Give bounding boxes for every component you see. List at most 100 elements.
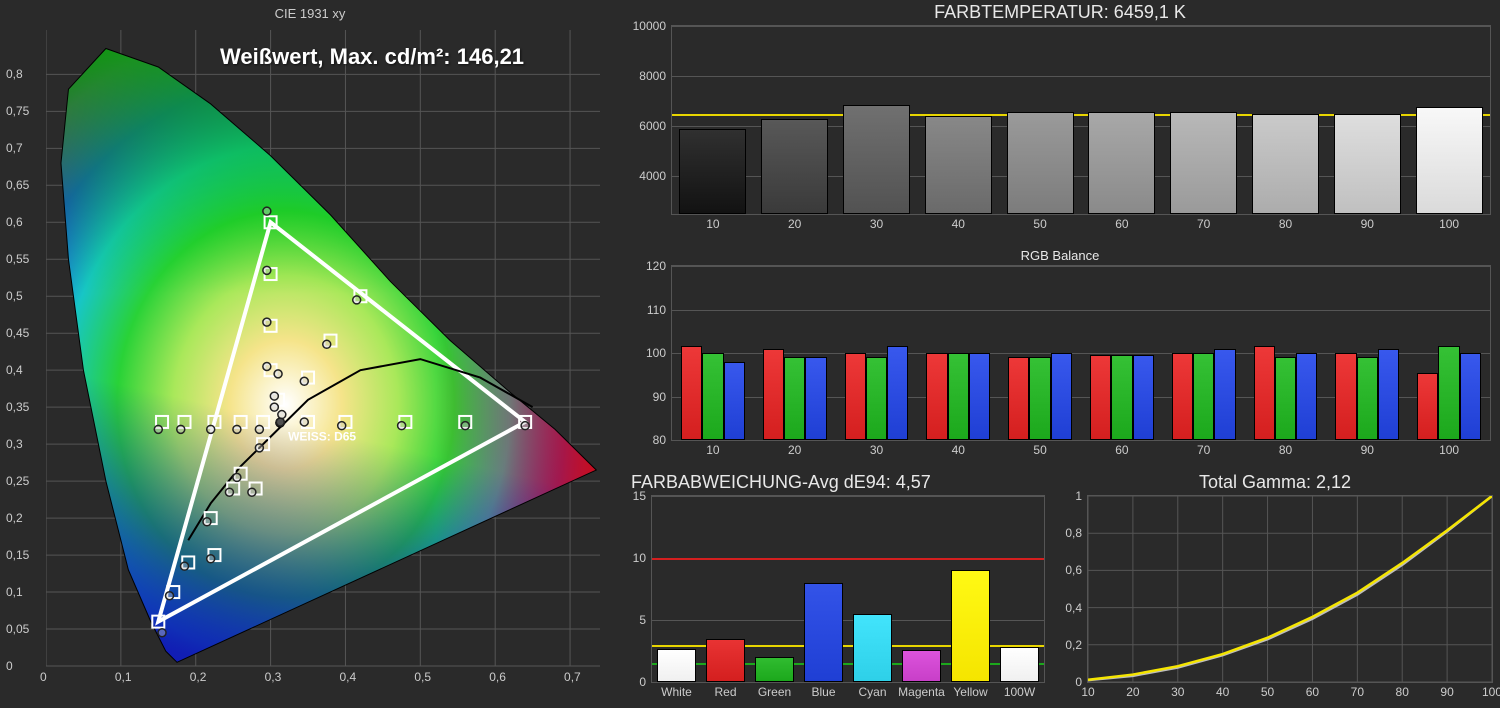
x-tick: Cyan [858, 682, 886, 699]
y-tick: 80 [653, 433, 672, 447]
grid-line [672, 353, 1490, 354]
rgb-bar [948, 353, 969, 440]
rgb-bar [805, 357, 826, 440]
farbtemp-panel: FARBTEMPERATUR: 6459,1 K 400060008000100… [625, 2, 1495, 234]
x-tick: 30 [870, 214, 883, 231]
farbtemp-bar [1007, 112, 1074, 214]
farbabw-bar [657, 649, 696, 682]
rgb-bar [1438, 346, 1459, 440]
rgb-bar [1254, 346, 1275, 440]
rgb-bar [845, 353, 866, 440]
rgb-bar [866, 357, 887, 440]
farbtemp-bar [843, 105, 910, 214]
cie-diagram-panel: CIE 1931 xy Weißwert, Max. cd/m²: 146,21… [0, 0, 620, 708]
grid-line [652, 496, 1044, 497]
rgb-bar [763, 349, 784, 440]
x-tick: 60 [1306, 682, 1319, 699]
x-tick: White [661, 682, 692, 699]
rgb-bar [969, 353, 990, 440]
rgb-balance-panel: RGB Balance 8090100110120102030405060708… [625, 248, 1495, 460]
y-tick: 4000 [639, 169, 672, 183]
farbabw-bar [804, 583, 843, 682]
x-tick: Magenta [898, 682, 945, 699]
rgb-bar [1193, 353, 1214, 440]
x-tick: 10 [706, 440, 719, 457]
farbabw-bar [951, 570, 990, 682]
rgb-bar [1460, 353, 1481, 440]
rgb-bar [1296, 353, 1317, 440]
rgb-bar [1378, 349, 1399, 440]
cie-x-tick: 0,6 [489, 670, 506, 684]
grid-line [672, 76, 1490, 77]
cie-x-tick: 0,3 [265, 670, 282, 684]
farbabweichung-plot: 051015WhiteRedGreenBlueCyanMagentaYellow… [651, 495, 1045, 683]
farbtemp-plot: 40006000800010000102030405060708090100 [671, 25, 1491, 215]
rgb-bar [887, 346, 908, 440]
x-tick: 100W [1004, 682, 1035, 699]
x-tick: 70 [1197, 440, 1210, 457]
x-tick: 100 [1439, 440, 1459, 457]
y-tick: 8000 [639, 69, 672, 83]
svg-text:WEISS: D65: WEISS: D65 [288, 430, 356, 444]
cie-x-tick: 0,5 [414, 670, 431, 684]
cie-x-tick: 0 [40, 670, 47, 684]
x-tick: 70 [1197, 214, 1210, 231]
x-tick: 100 [1482, 682, 1500, 699]
rgb-bar [1111, 355, 1132, 440]
x-tick: 40 [1216, 682, 1229, 699]
y-tick: 10 [633, 551, 652, 565]
x-tick: 10 [706, 214, 719, 231]
rgb-bar [784, 357, 805, 440]
rgb-bar [1214, 349, 1235, 440]
rgb-bar [1172, 353, 1193, 440]
x-tick: 90 [1361, 214, 1374, 231]
x-tick: 100 [1439, 214, 1459, 231]
x-tick: 90 [1440, 682, 1453, 699]
cie-x-tick: 0,4 [339, 670, 356, 684]
cie-overlay-text: Weißwert, Max. cd/m²: 146,21 [220, 44, 524, 70]
farbtemp-bar [761, 119, 828, 214]
farbtemp-bar [1088, 112, 1155, 214]
y-tick: 110 [647, 303, 672, 317]
farbabw-bar [706, 639, 745, 682]
gamma-plot: 10203040506070809010000,20,40,60,81 [1087, 495, 1493, 683]
rgb-bar [702, 353, 723, 440]
x-tick: 50 [1033, 214, 1046, 231]
x-tick: 90 [1361, 440, 1374, 457]
y-tick: 10000 [633, 19, 672, 33]
gamma-panel: Total Gamma: 2,12 1020304050607080901000… [1055, 472, 1495, 704]
farbabw-bar [1000, 647, 1039, 682]
rgb-bar [1133, 355, 1154, 440]
grid-line [672, 266, 1490, 267]
farbtemp-bar [679, 129, 746, 214]
y-tick: 1 [1075, 489, 1088, 503]
rgb-title: RGB Balance [625, 248, 1495, 263]
right-column: FARBTEMPERATUR: 6459,1 K 400060008000100… [625, 0, 1500, 708]
x-tick: 20 [1126, 682, 1139, 699]
y-tick: 0 [1075, 675, 1088, 689]
farbtemp-bar [1170, 112, 1237, 214]
rgb-bar [1417, 373, 1438, 440]
reference-line [652, 558, 1044, 560]
x-tick: 20 [788, 214, 801, 231]
cie-x-tick: 0,1 [115, 670, 132, 684]
y-tick: 0,6 [1065, 563, 1088, 577]
farbabw-bar [853, 614, 892, 682]
farbtemp-bar [925, 116, 992, 214]
farbtemp-bar [1416, 107, 1483, 214]
x-tick: Yellow [953, 682, 987, 699]
y-tick: 6000 [639, 119, 672, 133]
cie-x-tick: 0,2 [190, 670, 207, 684]
x-tick: 50 [1033, 440, 1046, 457]
rgb-bar [1275, 357, 1296, 440]
gamma-title: Total Gamma: 2,12 [1055, 472, 1495, 493]
farbabw-title: FARBABWEICHUNG-Avg dE94: 4,57 [631, 472, 1047, 493]
x-tick: 50 [1261, 682, 1274, 699]
y-tick: 0,4 [1065, 601, 1088, 615]
cie-title: CIE 1931 xy [275, 6, 346, 21]
grid-line [672, 310, 1490, 311]
x-tick: 80 [1279, 440, 1292, 457]
y-tick: 90 [653, 390, 672, 404]
rgb-bar [1090, 355, 1111, 440]
x-tick: 80 [1396, 682, 1409, 699]
